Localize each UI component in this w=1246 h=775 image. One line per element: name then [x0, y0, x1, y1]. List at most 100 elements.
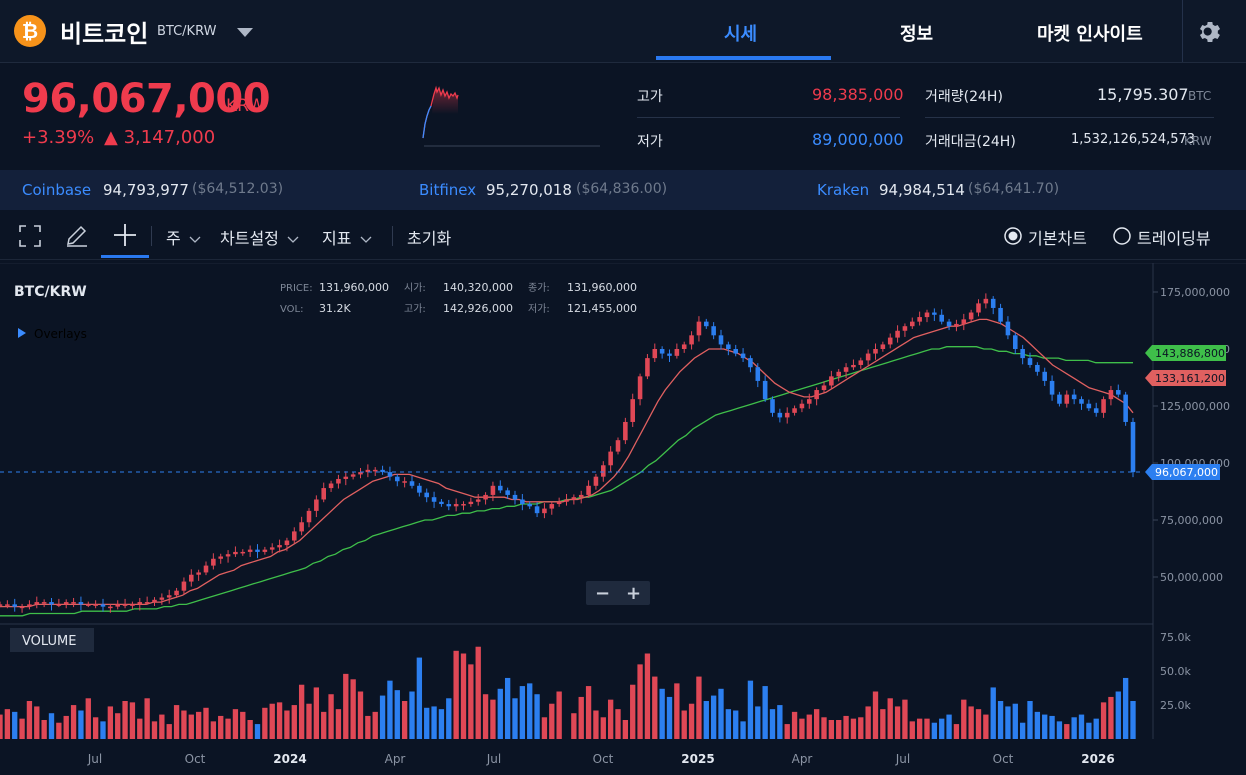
chevron-down-icon[interactable] [237, 28, 253, 37]
ma-long-value: 143,886,800 [1155, 347, 1225, 360]
candle [777, 412, 783, 418]
candle [674, 349, 680, 356]
overlays-toggle[interactable]: Overlays [34, 327, 87, 341]
pencil-icon[interactable] [64, 223, 90, 249]
gear-icon[interactable] [1196, 18, 1224, 46]
candle [615, 440, 621, 452]
candle [556, 501, 562, 505]
candle [439, 501, 444, 505]
exchange-usd: ($64,836.00) [576, 181, 668, 197]
volume-bar [931, 722, 938, 739]
volume-bar [733, 710, 739, 739]
volume-bar [755, 706, 761, 739]
volume-bar [961, 699, 967, 739]
candle [1101, 399, 1106, 413]
candle [262, 549, 268, 552]
fullscreen-icon[interactable] [18, 224, 42, 248]
candle [998, 307, 1003, 322]
volume-pane-label: VOLUME [22, 634, 76, 649]
exchange-name[interactable]: Bitfinex [419, 181, 477, 199]
period-dropdown[interactable]: 주 [166, 225, 201, 249]
volume-bar [151, 721, 158, 739]
volume-bar [372, 711, 378, 739]
volume-bar [328, 694, 334, 739]
exchange-price: 94,793,977 [103, 181, 189, 199]
stats-divider [637, 117, 900, 118]
tab-market-insight[interactable]: 마켓 인사이트 [1037, 24, 1143, 45]
candle [144, 602, 150, 604]
exchange-price: 95,270,018 [486, 181, 572, 199]
exchange-name[interactable]: Kraken [817, 181, 870, 199]
radio-tradingview-icon[interactable] [1112, 226, 1132, 246]
exchange-name[interactable]: Coinbase [22, 181, 92, 199]
header-divider [1182, 0, 1183, 62]
triangle-right-icon[interactable] [18, 328, 26, 338]
candle [431, 497, 437, 502]
volume-bar [416, 657, 423, 739]
candle [277, 545, 282, 548]
volume-bar [593, 710, 599, 739]
stats-divider [925, 117, 1214, 118]
volume-label-box [10, 628, 94, 652]
candle [1057, 394, 1062, 404]
volume-bar [975, 709, 982, 739]
candle [299, 522, 304, 532]
volume-bar [438, 709, 445, 739]
candle [336, 478, 341, 484]
volume-bar [232, 709, 239, 739]
candle [637, 376, 643, 400]
volume-24h-value: 15,795.307 [1097, 85, 1189, 104]
bitcoin-icon: ₿ [14, 15, 46, 47]
volume-bar [666, 696, 673, 739]
indicators-dropdown[interactable]: 지표 [322, 225, 372, 249]
tab-market-price[interactable]: 시세 [724, 24, 758, 45]
candle [836, 371, 841, 377]
x-tick-label: Jul [87, 752, 102, 766]
volume-bar [1071, 717, 1077, 739]
candle [240, 551, 246, 554]
volume-bar [129, 702, 136, 739]
reset-button[interactable]: 초기화 [407, 229, 452, 248]
volume-bar [173, 705, 180, 739]
candle [409, 481, 415, 486]
info-close: 131,960,000 [567, 281, 637, 294]
candle [807, 399, 812, 404]
basic-chart-option[interactable]: 기본차트 [1028, 229, 1087, 248]
candle [1108, 390, 1114, 400]
candle [520, 499, 525, 505]
candle [181, 581, 187, 591]
price-chart[interactable]: 175,000,000150,000,000125,000,000100,000… [0, 263, 1246, 775]
volume-bar [865, 706, 871, 739]
volume-bar [821, 717, 827, 739]
info-price: 131,960,000 [319, 281, 389, 294]
chart-settings-dropdown[interactable]: 차트설정 [220, 225, 299, 249]
volume-bar [19, 718, 25, 739]
volume-bar [394, 690, 400, 739]
zoom-in-button[interactable]: + [626, 583, 641, 604]
chevron-down-icon [287, 236, 299, 243]
candle [1079, 399, 1084, 404]
volume-bar [504, 677, 511, 739]
volume-bar [0, 714, 3, 739]
volume-bar [600, 717, 606, 739]
volume-bar [122, 701, 128, 739]
candle [770, 399, 775, 413]
volume-bar [460, 653, 467, 739]
tradingview-option[interactable]: 트레이딩뷰 [1137, 229, 1211, 248]
candle [211, 558, 216, 566]
radio-basic-chart-icon[interactable] [1003, 226, 1023, 246]
crosshair-icon[interactable] [113, 223, 137, 247]
candle [34, 602, 40, 605]
volume-bar [225, 718, 231, 739]
amount-24h-label: 거래대금(24H) [925, 134, 1016, 150]
candle [1086, 403, 1092, 409]
ma-short-value: 133,161,200 [1155, 372, 1225, 385]
zoom-out-button[interactable]: − [595, 583, 610, 604]
candle [542, 508, 547, 514]
exchange-usd: ($64,641.70) [968, 181, 1060, 197]
coin-pair: BTC/KRW [157, 24, 217, 39]
tab-info[interactable]: 정보 [900, 24, 934, 45]
volume-bar [4, 709, 11, 739]
candle [571, 497, 577, 500]
volume-bar [703, 701, 709, 739]
